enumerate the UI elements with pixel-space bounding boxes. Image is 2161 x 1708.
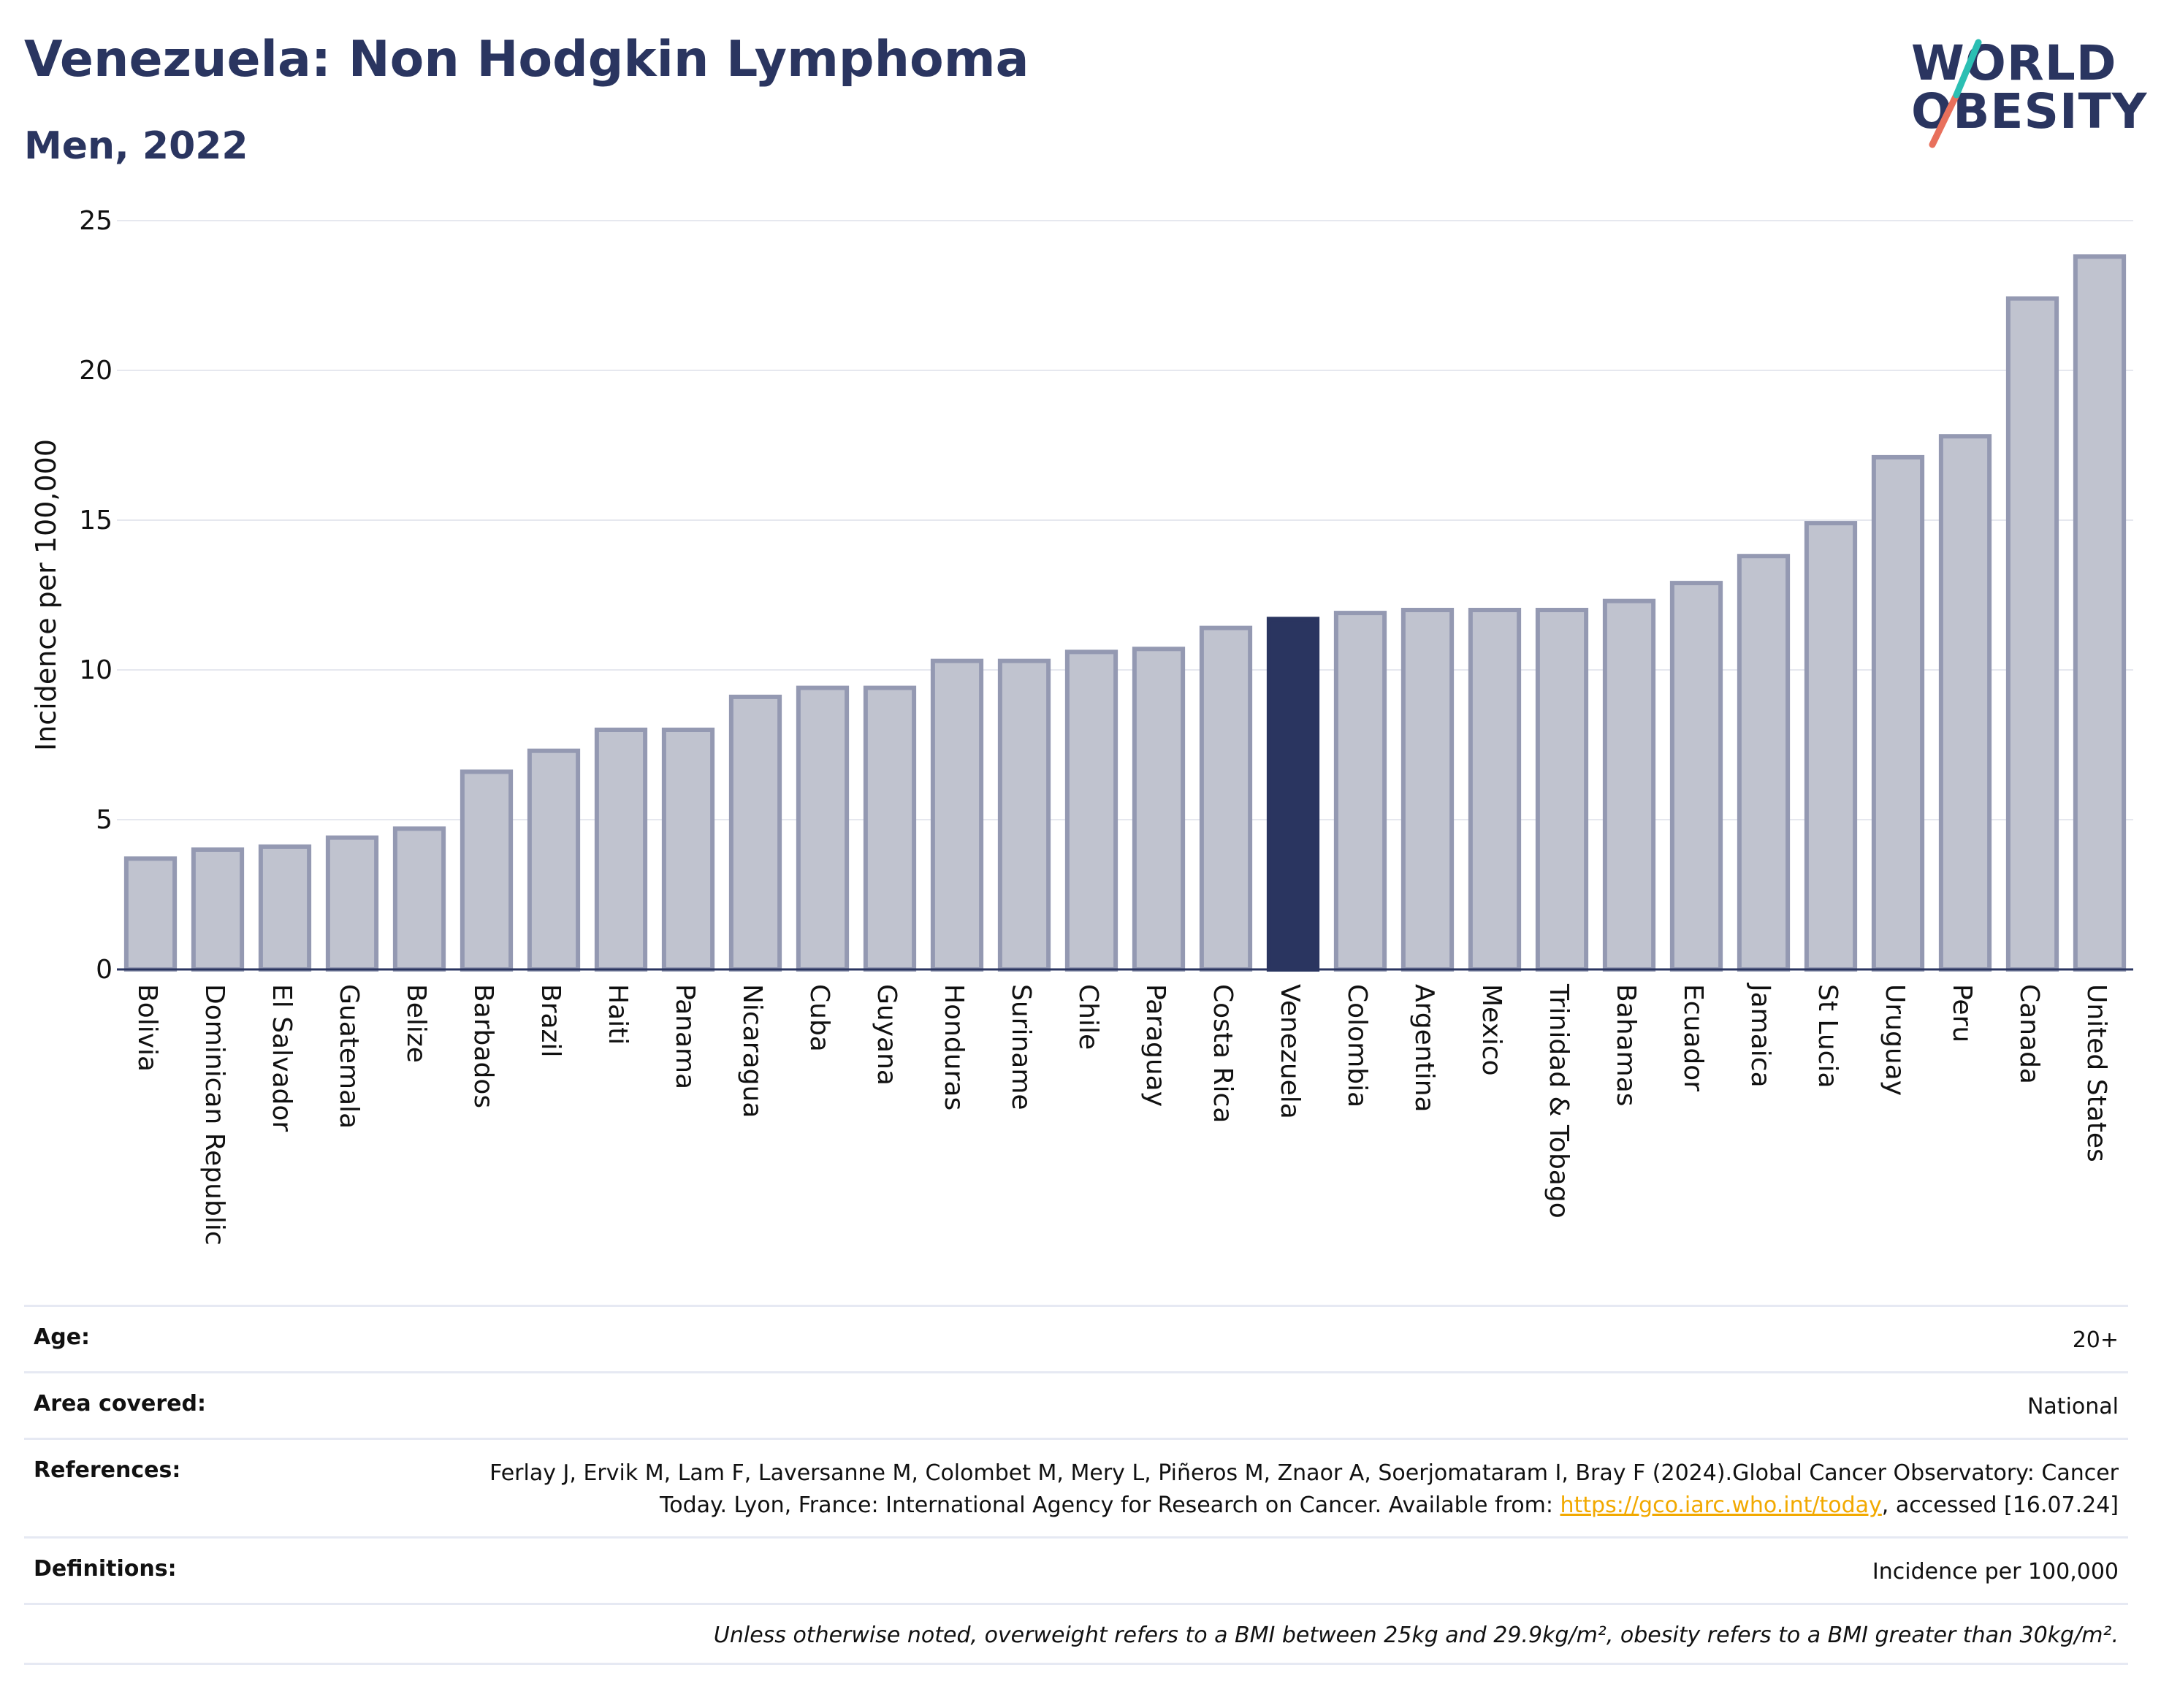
x-tick-label: Canada bbox=[2014, 984, 2044, 1084]
x-tick-label: Bahamas bbox=[1611, 984, 1641, 1107]
bars bbox=[123, 254, 2127, 972]
bar-colombia bbox=[1333, 611, 1387, 972]
meta-row-age: Age: 20+ bbox=[24, 1305, 2128, 1371]
bar-peru bbox=[1938, 434, 1992, 972]
x-tick-label: Honduras bbox=[939, 984, 969, 1110]
bar-brazil bbox=[527, 748, 581, 972]
bar-el-salvador bbox=[258, 844, 312, 972]
y-axis-label: Incidence per 100,000 bbox=[30, 439, 62, 751]
bar-trinidad-tobago bbox=[1535, 608, 1589, 972]
meta-row-note: Unless otherwise noted, overweight refer… bbox=[24, 1603, 2128, 1665]
x-tick-label: Barbados bbox=[468, 984, 498, 1108]
x-tick-label: St Lucia bbox=[1813, 984, 1842, 1089]
y-tick-label: 25 bbox=[79, 206, 113, 236]
bar-costa-rica bbox=[1199, 625, 1253, 972]
x-tick-label: Jamaica bbox=[1745, 983, 1775, 1088]
bar-bahamas bbox=[1602, 598, 1656, 972]
x-tick-label: Uruguay bbox=[1880, 984, 1910, 1096]
x-tick-label: Cuba bbox=[804, 984, 834, 1052]
bar-mexico bbox=[1468, 608, 1522, 972]
age-value: 20+ bbox=[2072, 1327, 2119, 1353]
x-tick-label: Chile bbox=[1073, 984, 1103, 1050]
x-tick-label: Dominican Republic bbox=[199, 984, 229, 1246]
bar-dominican-republic bbox=[191, 847, 245, 972]
x-tick-label: Ecuador bbox=[1678, 984, 1708, 1091]
bar-guatemala bbox=[325, 835, 379, 972]
bar-paraguay bbox=[1132, 647, 1186, 972]
grid-lines bbox=[117, 220, 2133, 820]
metadata-table: Age: 20+ Area covered: National Referenc… bbox=[24, 1305, 2128, 1665]
bar-chile bbox=[1064, 649, 1118, 972]
y-axis-ticks: 0 5 10 15 20 25 bbox=[79, 206, 113, 985]
bar-guyana bbox=[863, 685, 917, 972]
x-tick-label: Panama bbox=[670, 984, 700, 1089]
definitions-value: Incidence per 100,000 bbox=[1872, 1559, 2119, 1585]
x-tick-label: Venezuela bbox=[1275, 984, 1305, 1119]
x-tick-label: Suriname bbox=[1006, 984, 1036, 1110]
bar-jamaica bbox=[1737, 554, 1791, 972]
x-tick-label: Mexico bbox=[1476, 984, 1506, 1076]
bar-barbados bbox=[460, 769, 514, 972]
bar-united-states bbox=[2073, 254, 2127, 972]
age-label: Age: bbox=[34, 1324, 91, 1350]
references-link[interactable]: https://gco.iarc.who.int/today bbox=[1560, 1492, 1882, 1518]
bar-highlight-venezuela bbox=[1266, 617, 1320, 972]
bar-bolivia bbox=[123, 856, 178, 972]
chart-subtitle: Men, 2022 bbox=[24, 124, 248, 168]
references-label: References: bbox=[34, 1457, 181, 1483]
y-tick-label: 20 bbox=[79, 356, 113, 386]
bar-honduras bbox=[930, 658, 984, 972]
area-value: National bbox=[2027, 1394, 2119, 1419]
y-tick-label: 0 bbox=[96, 955, 113, 985]
references-value: Ferlay J, Ervik M, Lam F, Laversanne M, … bbox=[438, 1457, 2119, 1522]
meta-row-area: Area covered: National bbox=[24, 1371, 2128, 1438]
bar-belize bbox=[392, 826, 446, 972]
bar-cuba bbox=[796, 685, 850, 972]
x-tick-label: Costa Rica bbox=[1208, 984, 1238, 1123]
x-tick-label: Guyana bbox=[872, 984, 902, 1086]
bar-chart: 0 5 10 15 20 25 Bolivia Dominican Republic El S… bbox=[30, 206, 2133, 1246]
bar-canada bbox=[2005, 296, 2059, 972]
x-tick-label: Colombia bbox=[1342, 984, 1372, 1107]
bar-argentina bbox=[1400, 608, 1455, 972]
y-tick-label: 15 bbox=[79, 506, 113, 535]
bar-uruguay bbox=[1871, 454, 1925, 972]
x-tick-label: Brazil bbox=[536, 984, 565, 1057]
chart-title: Venezuela: Non Hodgkin Lymphoma bbox=[24, 31, 1029, 88]
x-tick-label: Bolivia bbox=[132, 984, 162, 1072]
x-tick-label: Nicaragua bbox=[737, 984, 767, 1118]
x-tick-label: Belize bbox=[401, 984, 431, 1063]
bar-suriname bbox=[997, 658, 1051, 972]
x-tick-label: Trinidad & Tobago bbox=[1544, 983, 1574, 1219]
bmi-note: Unless otherwise noted, overweight refer… bbox=[713, 1623, 2119, 1648]
bar-nicaragua bbox=[728, 694, 782, 972]
bar-st-lucia bbox=[1804, 521, 1858, 972]
logo-slash-icon bbox=[1929, 39, 1982, 148]
x-tick-label: Haiti bbox=[603, 984, 633, 1045]
meta-row-references: References: Ferlay J, Ervik M, Lam F, La… bbox=[24, 1438, 2128, 1536]
logo-line-1: WORLD bbox=[1911, 35, 2117, 91]
x-tick-label: Guatemala bbox=[334, 984, 364, 1129]
world-obesity-logo: WORLD OBESITY bbox=[1899, 35, 2148, 152]
references-text-1: Ferlay J, Ervik M, Lam F, Laversanne M, … bbox=[489, 1460, 2119, 1518]
x-tick-label: United States bbox=[2081, 984, 2111, 1162]
x-tick-label: El Salvador bbox=[267, 984, 297, 1132]
x-tick-label: Paraguay bbox=[1140, 984, 1170, 1107]
meta-row-definitions: Definitions: Incidence per 100,000 bbox=[24, 1536, 2128, 1603]
x-tick-label: Peru bbox=[1947, 984, 1977, 1042]
bar-ecuador bbox=[1669, 581, 1723, 972]
bar-panama bbox=[661, 728, 715, 972]
area-label: Area covered: bbox=[34, 1391, 206, 1417]
x-tick-label: Argentina bbox=[1409, 984, 1439, 1113]
references-text-2: , accessed [16.07.24] bbox=[1881, 1492, 2119, 1518]
bar-haiti bbox=[594, 728, 648, 972]
x-axis-tick-labels: Bolivia Dominican Republic El Salvador Guat… bbox=[132, 983, 2111, 1246]
y-tick-label: 5 bbox=[96, 805, 113, 835]
y-tick-label: 10 bbox=[79, 655, 113, 685]
definitions-label: Definitions: bbox=[34, 1556, 177, 1582]
